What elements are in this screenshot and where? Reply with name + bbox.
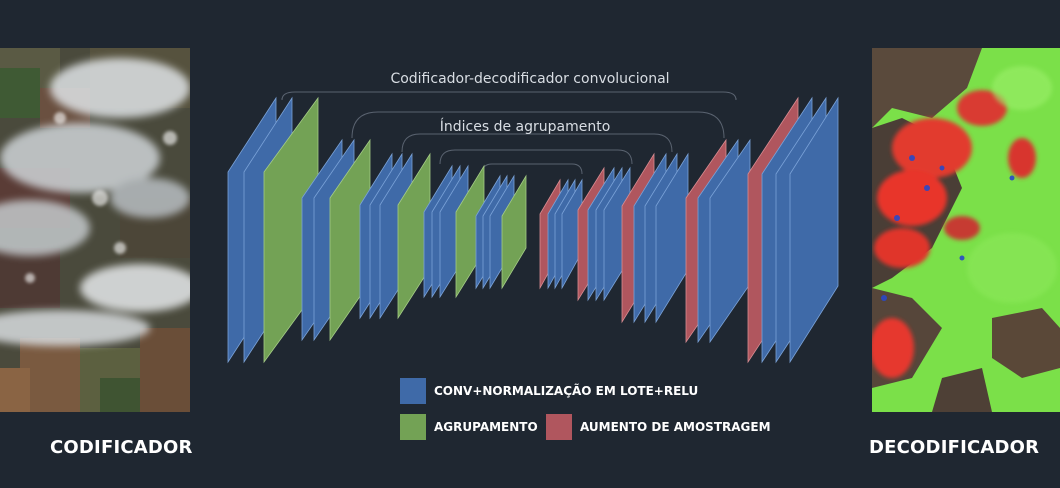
encoder-stage-4 bbox=[423, 164, 485, 299]
encoder-label: CODIFICADOR bbox=[50, 437, 193, 458]
inner-bracket-3 bbox=[439, 149, 633, 165]
legend-conv-swatch bbox=[400, 378, 426, 404]
inner-bracket-1 bbox=[351, 111, 725, 139]
legend-pool-label: AGRUPAMENTO bbox=[434, 420, 538, 434]
encoder-input-image bbox=[0, 48, 190, 412]
inner-bracket-4 bbox=[481, 163, 583, 175]
decoder-stage-4 bbox=[685, 138, 751, 344]
legend-up-swatch bbox=[546, 414, 572, 440]
legend-up: AUMENTO DE AMOSTRAGEM bbox=[546, 414, 771, 440]
decoder-output-image bbox=[872, 48, 1060, 412]
inner-bracket-2 bbox=[401, 133, 673, 153]
encoder-satellite-image bbox=[0, 48, 190, 412]
inner-bracket-label: Índices de agrupamento bbox=[440, 118, 611, 135]
outer-bracket-label: Codificador-decodificador convolucional bbox=[390, 71, 669, 87]
legend-conv: CONV+NORMALIZAÇÃO EM LOTE+RELU bbox=[400, 378, 698, 404]
decoder-label: DECODIFICADOR bbox=[869, 437, 1040, 458]
decoder-stage-3 bbox=[621, 152, 689, 324]
decoder-stage-1 bbox=[539, 178, 583, 290]
decoder-stage-5 bbox=[747, 96, 839, 364]
legend-up-label: AUMENTO DE AMOSTRAGEM bbox=[580, 420, 771, 434]
legend-conv-label: CONV+NORMALIZAÇÃO EM LOTE+RELU bbox=[434, 384, 699, 398]
legend-pool-swatch bbox=[400, 414, 426, 440]
legend-pool: AGRUPAMENTO bbox=[400, 414, 538, 440]
encoder-stage-3 bbox=[359, 152, 431, 320]
encoder-stage-5 bbox=[475, 174, 527, 290]
decoder-segmentation-image bbox=[872, 48, 1060, 412]
outer-bracket bbox=[281, 91, 737, 101]
